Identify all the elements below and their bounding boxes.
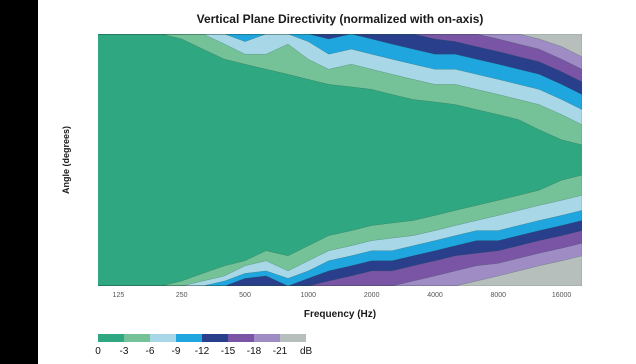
legend-swatches	[98, 334, 398, 342]
contour-band-bottom-minus18	[98, 242, 582, 286]
legend-swatch-0	[98, 334, 124, 342]
contour-band-bottom-minus21	[98, 255, 582, 286]
x-tick-4000: 4000	[427, 292, 443, 299]
legend-label--15: -15	[220, 346, 236, 357]
legend-swatch--15	[228, 334, 254, 342]
y-axis-label: Angle (degrees)	[61, 125, 71, 195]
legend-label--9: -9	[171, 346, 181, 357]
color-legend: 0 -3 -6 -9 -12 -15 -18 -21 dB	[95, 334, 398, 364]
x-tick-125: 125	[112, 292, 125, 299]
x-tick-16000: 16000	[551, 292, 572, 299]
directivity-contour-plot	[98, 34, 582, 286]
x-tick-250: 250	[175, 292, 188, 299]
legend-swatch--12	[202, 334, 228, 342]
left-black-bar	[0, 0, 38, 364]
x-tick-8000: 8000	[490, 292, 507, 299]
legend-swatch--21	[280, 334, 306, 342]
chart-title: Vertical Plane Directivity (normalized w…	[196, 12, 484, 26]
legend-labels: 0 -3 -6 -9 -12 -15 -18 -21 dB	[95, 346, 398, 360]
legend-unit: dB	[300, 346, 313, 357]
legend-swatch--6	[150, 334, 176, 342]
x-tick-1000: 1000	[300, 292, 317, 299]
x-axis-label: Frequency (Hz)	[303, 309, 377, 320]
legend-label--3: -3	[119, 346, 129, 357]
legend-swatch--3	[124, 334, 150, 342]
legend-swatch--9	[176, 334, 202, 342]
x-tick-2000: 2000	[363, 292, 380, 299]
legend-swatch--18	[254, 334, 280, 342]
legend-label--12: -12	[194, 346, 210, 357]
x-tick-500: 500	[239, 292, 251, 299]
x-axis-ticks: 125 250 500 1000 2000 4000 8000 16000	[98, 292, 582, 304]
legend-label--6: -6	[145, 346, 155, 357]
contour-band-top-minus21	[98, 34, 582, 57]
legend-label-0: 0	[95, 346, 101, 357]
legend-label--21: -21	[272, 346, 288, 357]
legend-label--18: -18	[246, 346, 262, 357]
contour-band-top-minus12	[98, 34, 582, 95]
